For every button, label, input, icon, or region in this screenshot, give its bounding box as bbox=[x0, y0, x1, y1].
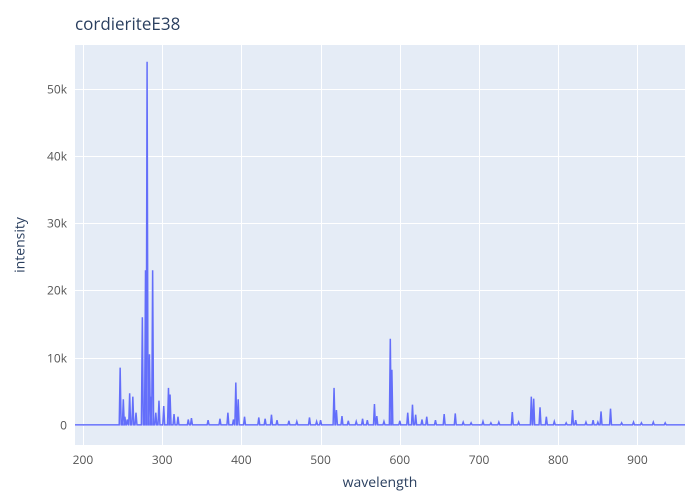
x-tick: 900 bbox=[627, 451, 648, 468]
x-tick: 700 bbox=[469, 451, 490, 468]
x-tick: 400 bbox=[231, 451, 252, 468]
y-axis-label: intensity bbox=[11, 217, 30, 273]
x-tick: 500 bbox=[310, 451, 331, 468]
y-tick: 20k bbox=[37, 282, 67, 299]
y-tick: 40k bbox=[37, 147, 67, 164]
x-axis-label: wavelength bbox=[343, 473, 418, 492]
y-tick: 50k bbox=[37, 80, 67, 97]
chart-container: cordieriteE38 wavelength intensity 200 30… bbox=[0, 0, 700, 500]
y-tick: 10k bbox=[37, 349, 67, 366]
y-tick: 0 bbox=[37, 416, 67, 433]
x-tick: 200 bbox=[73, 451, 94, 468]
x-tick: 800 bbox=[548, 451, 569, 468]
x-tick: 300 bbox=[152, 451, 173, 468]
y-tick: 30k bbox=[37, 215, 67, 232]
chart-title: cordieriteE38 bbox=[75, 12, 180, 35]
x-tick: 600 bbox=[390, 451, 411, 468]
spectrum-trace bbox=[75, 45, 685, 445]
plot-area[interactable] bbox=[75, 45, 685, 445]
